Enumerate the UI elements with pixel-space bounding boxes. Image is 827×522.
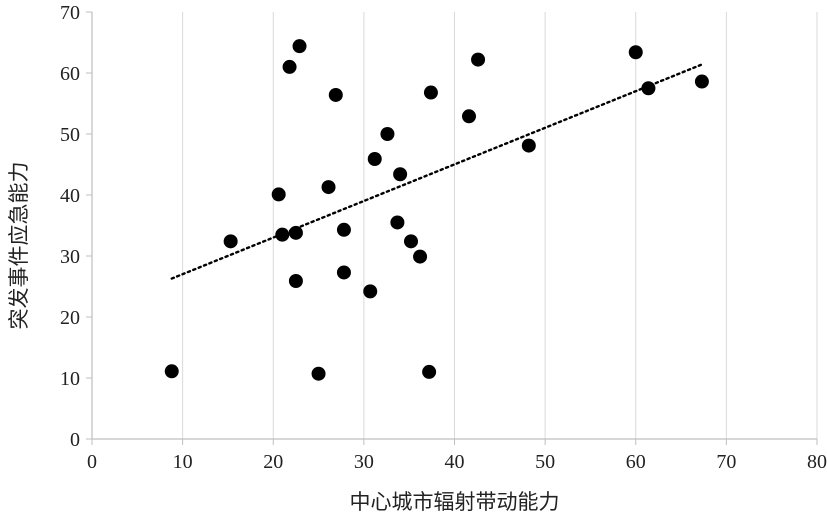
- data-point: [223, 234, 238, 249]
- data-point: [292, 39, 307, 54]
- trendline-group: [170, 63, 704, 280]
- x-axis-title: 中心城市辐射带动能力: [350, 490, 560, 514]
- data-point: [311, 366, 326, 381]
- data-point: [367, 152, 382, 167]
- data-point: [321, 180, 336, 195]
- data-point: [423, 85, 438, 100]
- data-point: [380, 127, 395, 141]
- data-point: [413, 249, 428, 264]
- trendline: [170, 63, 704, 280]
- y-tick-label: 10: [60, 368, 80, 390]
- y-tick-label: 70: [60, 2, 80, 24]
- x-tick-label: 0: [87, 451, 97, 473]
- data-points: [164, 39, 709, 381]
- data-point: [521, 138, 536, 153]
- y-tick-label: 20: [60, 307, 80, 329]
- y-tick-label: 30: [60, 246, 80, 268]
- data-point: [363, 284, 378, 299]
- gridlines: [182, 12, 818, 439]
- data-point: [275, 227, 290, 242]
- x-tick-label: 20: [263, 451, 283, 473]
- x-tick-label: 60: [626, 451, 646, 473]
- data-point: [390, 215, 405, 230]
- axes: [86, 11, 818, 445]
- data-point: [462, 109, 476, 124]
- tick-labels: 0 10 20 30 40 50 60 70 0 10 20 30 40 50 60 70 80: [60, 2, 827, 473]
- x-tick-label: 10: [173, 451, 193, 473]
- x-tick-label: 80: [807, 451, 827, 473]
- data-point: [694, 74, 709, 89]
- y-axis-title: 突发事件应急能力: [7, 162, 31, 330]
- x-tick-label: 40: [445, 451, 465, 473]
- data-point: [393, 167, 408, 182]
- x-tick-label: 50: [535, 451, 555, 473]
- y-tick-label: 50: [60, 124, 80, 146]
- x-tick-label: 70: [716, 451, 736, 473]
- data-point: [164, 364, 179, 379]
- data-point: [422, 364, 437, 379]
- data-point: [336, 265, 351, 280]
- data-point: [471, 52, 486, 67]
- y-tick-label: 0: [70, 429, 80, 451]
- data-point: [404, 234, 418, 249]
- data-point: [628, 45, 643, 60]
- data-point: [328, 87, 343, 102]
- data-point: [271, 187, 286, 202]
- data-point: [641, 81, 656, 96]
- data-point: [282, 59, 297, 74]
- y-tick-label: 40: [60, 185, 80, 207]
- x-tick-label: 30: [354, 451, 374, 473]
- data-point: [288, 225, 303, 240]
- data-point: [288, 274, 303, 289]
- y-tick-label: 60: [60, 63, 80, 85]
- data-point: [336, 222, 351, 237]
